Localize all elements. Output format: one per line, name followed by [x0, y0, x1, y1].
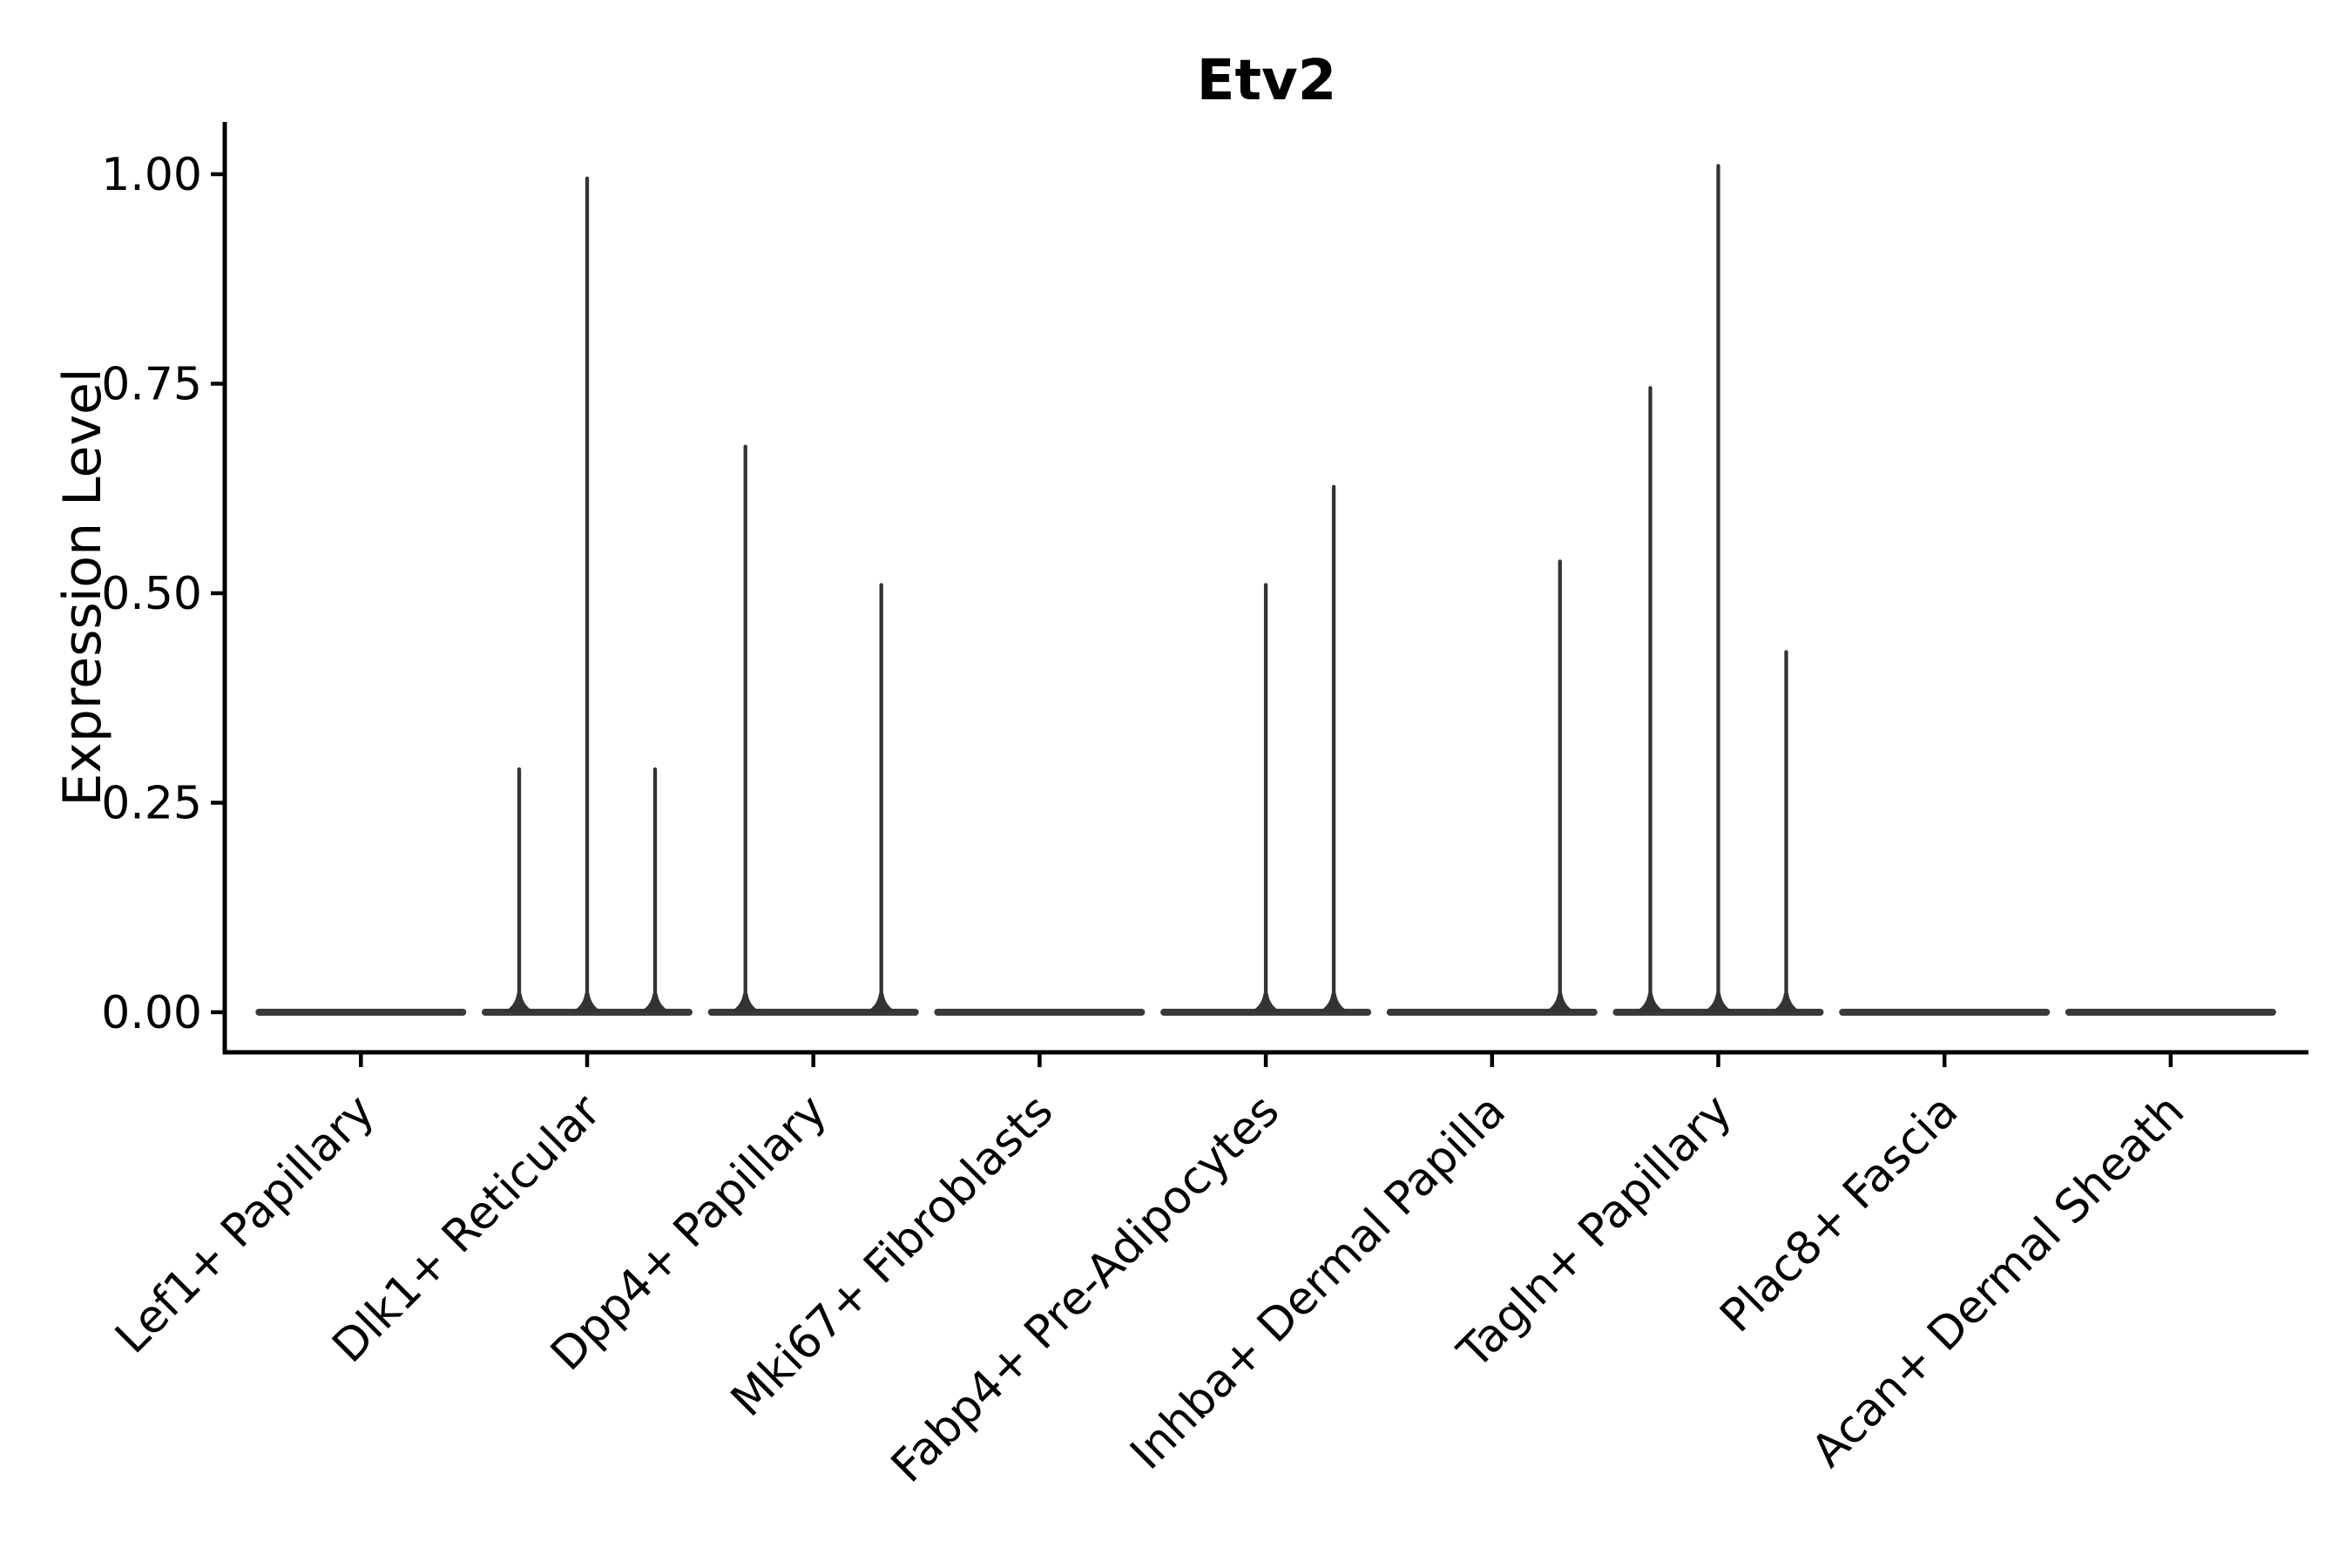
y-tick-label: 0.25: [101, 778, 202, 830]
y-tick-label: 1.00: [101, 149, 202, 201]
axes-spines: [222, 122, 2308, 1055]
y-tick-label: 0.50: [101, 568, 202, 620]
y-axis-label: Expression Level: [52, 368, 113, 807]
y-tick-label: 0.00: [101, 987, 202, 1039]
chart-title: Etv2: [1196, 49, 1337, 113]
x-tick-label: Plac8+ Fascia: [1711, 1085, 1969, 1342]
x-tick-label: Acan+ Dermal Sheath: [1801, 1085, 2194, 1477]
y-tick-label: 0.75: [101, 359, 202, 411]
x-tick-label: Inhba+ Dermal Papilla: [1121, 1085, 1516, 1479]
x-tick-label: Fabp4+ Pre-Adipocytes: [882, 1085, 1289, 1492]
